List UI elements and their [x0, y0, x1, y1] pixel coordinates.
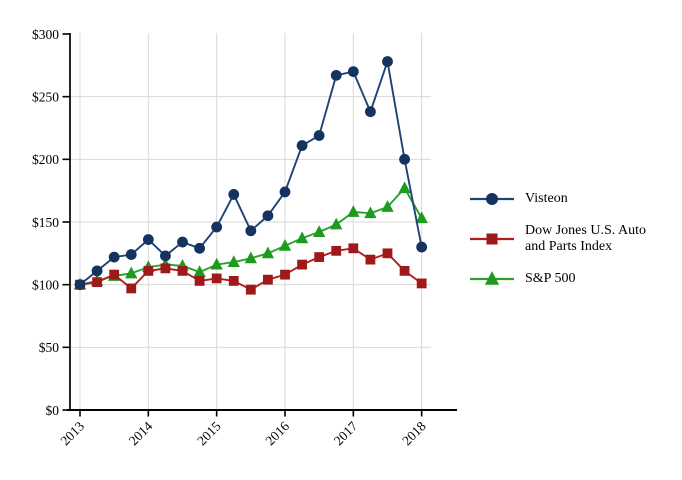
svg-text:$200: $200	[32, 152, 59, 167]
svg-text:2018: 2018	[399, 418, 429, 448]
svg-text:$0: $0	[46, 403, 60, 418]
chart-legend: Visteon Dow Jones U.S. Auto and Parts In…	[470, 190, 657, 288]
legend-label: S&P 500	[525, 271, 576, 287]
legend-item-sp500: S&P 500	[470, 270, 657, 288]
svg-text:2015: 2015	[194, 418, 224, 448]
legend-item-visteon: Visteon	[470, 190, 657, 208]
triangle-marker-icon	[470, 271, 514, 285]
legend-item-dow-jones-auto-index: Dow Jones U.S. Auto and Parts Index	[470, 223, 657, 255]
svg-text:2016: 2016	[262, 418, 292, 448]
svg-text:2013: 2013	[57, 418, 87, 448]
svg-text:$250: $250	[32, 89, 59, 104]
circle-marker-icon	[470, 193, 514, 205]
svg-text:$50: $50	[39, 340, 60, 355]
svg-text:$150: $150	[32, 215, 59, 230]
legend-label: Dow Jones U.S. Auto and Parts Index	[525, 223, 646, 255]
svg-text:2017: 2017	[331, 418, 361, 448]
svg-text:$100: $100	[32, 277, 59, 292]
square-marker-icon	[470, 233, 514, 245]
svg-text:$300: $300	[32, 27, 59, 42]
svg-text:2014: 2014	[126, 418, 156, 448]
legend-label: Visteon	[525, 190, 568, 206]
